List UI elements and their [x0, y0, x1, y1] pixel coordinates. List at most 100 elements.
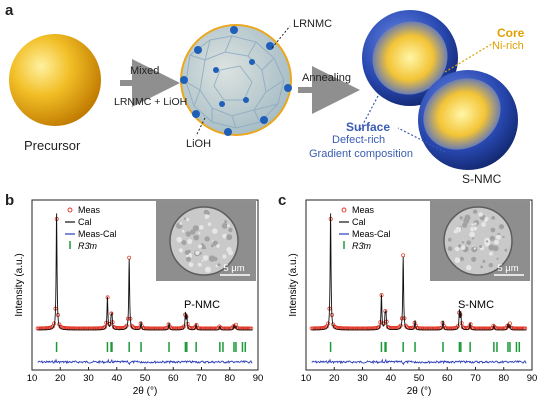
core-pointer — [444, 41, 496, 73]
sem-grain — [204, 236, 210, 242]
sem-grain — [454, 257, 461, 263]
sem-grain — [202, 255, 209, 261]
sem-grain — [490, 227, 496, 233]
sem-grain — [491, 216, 496, 220]
snmc-label: S-NMC — [462, 172, 502, 186]
sem-grain — [184, 250, 190, 255]
y-axis-label: Intensity (a.u.) — [14, 253, 25, 316]
sem-grain — [502, 235, 505, 238]
x-tick-label: 40 — [385, 373, 396, 384]
legend-bragg: R3̄m — [78, 241, 98, 251]
legend-cal: Cal — [352, 217, 366, 227]
sem-grain — [224, 220, 228, 224]
sem-grain — [466, 267, 469, 270]
panel-c-letter: c — [278, 192, 287, 209]
snmc-lower-hemisphere — [418, 70, 518, 170]
precursor-label: Precursor — [24, 138, 81, 153]
sem-grain — [217, 263, 221, 267]
legend-bragg: R3̄m — [352, 241, 372, 251]
precursor-sphere — [9, 34, 101, 126]
sem-grain — [181, 240, 187, 246]
x-tick-label: 60 — [442, 373, 453, 384]
x-tick-label: 20 — [329, 373, 340, 384]
x-tick-label: 10 — [27, 373, 38, 384]
sem-grain — [199, 252, 202, 255]
mixed-label: Mixed — [130, 65, 160, 77]
x-tick-label: 20 — [55, 373, 66, 384]
sem-grain — [204, 266, 212, 273]
sem-grain — [485, 240, 489, 243]
sem-grain — [184, 217, 187, 220]
meas-point — [401, 253, 406, 258]
x-axis-label: 2θ (°) — [407, 386, 432, 397]
sem-grain — [479, 245, 483, 248]
sample-label: S-NMC — [458, 299, 494, 311]
y-axis-label: Intensity (a.u.) — [288, 253, 299, 316]
scale-bar-label: 5 μm — [497, 263, 518, 274]
sem-grain — [207, 222, 212, 226]
sem-grain — [195, 250, 200, 255]
sem-grain — [473, 247, 476, 250]
sem-grain — [206, 211, 210, 215]
series-meas — [35, 216, 254, 331]
surface-line-1: Defect-rich — [332, 134, 386, 146]
x-tick-label: 40 — [111, 373, 122, 384]
core-title: Core — [497, 26, 525, 40]
series-meas-cal — [37, 358, 253, 366]
x-axis-label: 2θ (°) — [133, 386, 158, 397]
sem-grain — [461, 241, 465, 244]
sem-grain — [228, 227, 233, 233]
sem-grain — [470, 227, 475, 232]
x-tick-label: 30 — [357, 373, 368, 384]
sem-grain — [210, 244, 214, 248]
x-tick-label: 90 — [253, 373, 264, 384]
legend-meas-cal: Meas-Cal — [352, 229, 391, 239]
sem-grain — [179, 222, 183, 225]
sem-grain — [488, 251, 494, 256]
xrd-plot-c: 10 20 30 40 50 60 70 80 90 2θ (°) Intensity (a.u.)… — [288, 199, 537, 397]
sem-grain — [176, 236, 182, 243]
sem-grain — [186, 256, 191, 262]
snmc-upper-hemisphere — [362, 10, 458, 106]
sem-grain — [460, 245, 466, 250]
x-tick-label: 60 — [168, 373, 179, 384]
legend-meas: Meas — [352, 205, 375, 215]
panel-b-letter: b — [5, 192, 15, 209]
sem-grain — [199, 225, 204, 230]
surface-title: Surface — [346, 120, 391, 134]
sem-grain — [186, 218, 190, 222]
sem-grain — [193, 234, 200, 241]
sem-grain — [188, 262, 194, 267]
sem-grain — [459, 256, 464, 262]
meas-point — [127, 255, 132, 260]
sem-grain — [197, 262, 202, 267]
series-cal — [311, 213, 527, 331]
xrd-plots: 10 20 30 40 50 60 70 80 90 2θ (°) Intensity (a.u.)… — [14, 199, 537, 397]
sem-texture — [176, 209, 234, 273]
surface-line-2: Gradient composition — [309, 148, 413, 160]
sem-grain — [472, 209, 478, 214]
sem-grain — [178, 248, 183, 253]
sem-grain — [180, 225, 183, 228]
sem-grain — [488, 244, 495, 251]
sem-grain — [471, 223, 474, 226]
series-bragg — [329, 342, 521, 352]
x-tick-label: 50 — [414, 373, 425, 384]
lrnmc-pointer — [271, 25, 291, 49]
sem-grain — [197, 244, 203, 249]
sem-grain — [496, 257, 499, 260]
sem-grain — [181, 229, 185, 233]
schematic — [9, 10, 518, 170]
sem-grain — [190, 229, 196, 235]
sem-texture — [447, 209, 508, 271]
xrd-plot-b: 10 20 30 40 50 60 70 80 90 2θ (°) Intensity (a.u.)… — [14, 199, 264, 397]
series-cal — [37, 213, 253, 331]
sem-grain — [216, 244, 220, 248]
scale-bar-label: 5 μm — [223, 263, 244, 274]
sem-grain — [208, 255, 216, 262]
sem-grain — [465, 214, 469, 219]
sem-grain — [469, 231, 475, 238]
sem-grain — [474, 222, 477, 226]
sample-label: P-NMC — [184, 299, 220, 311]
sem-grain — [447, 246, 453, 252]
